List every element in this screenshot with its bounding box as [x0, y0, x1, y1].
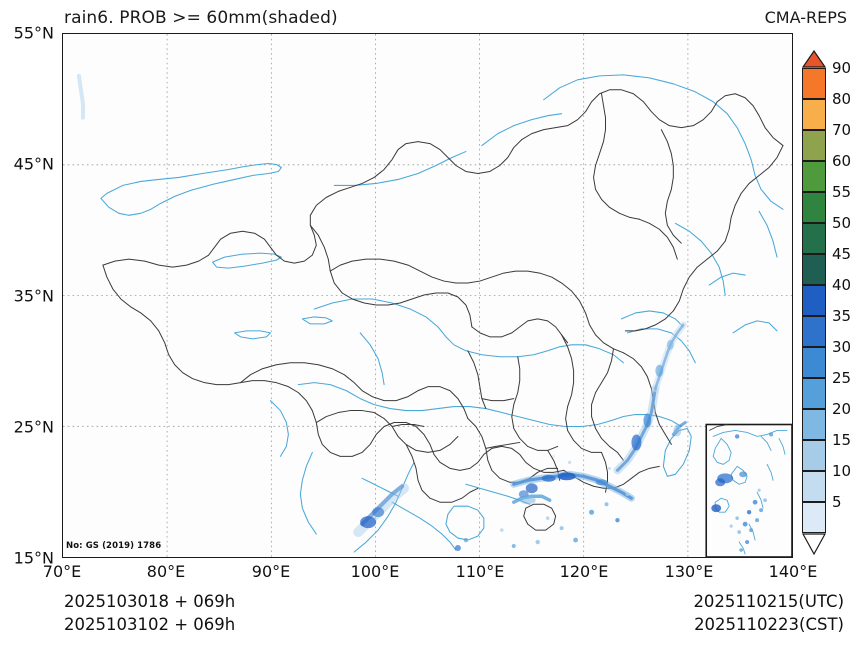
colorbar-label-45: 45 [832, 245, 852, 263]
colorbar-label-50: 50 [832, 214, 852, 232]
colorbar[interactable]: 90 80 70 60 55 50 45 40 35 30 25 20 15 1… [802, 50, 851, 555]
gridlines [63, 34, 792, 557]
colorbar-label-20: 20 [832, 400, 852, 418]
footer-init-time-cst: 2025103102 + 069h [64, 615, 236, 634]
x-tick-label-2: 90°E [251, 562, 291, 581]
x-tick-label-3: 100°E [350, 562, 400, 581]
y-tick-label-3: 25°N [13, 417, 54, 437]
colorbar-band-30 [802, 347, 826, 378]
rivers-layer [100, 74, 784, 553]
y-tick-label-1: 45°N [13, 154, 54, 174]
colorbar-band-5 [802, 502, 826, 533]
colorbar-band-10 [802, 471, 826, 502]
colorbar-label-80: 80 [832, 90, 852, 108]
colorbar-band-20 [802, 409, 826, 440]
colorbar-band-60 [802, 161, 826, 192]
colorbar-under-arrow [802, 533, 826, 555]
page-title: rain6. PROB >= 60mm(shaded) [64, 8, 338, 28]
colorbar-band-80 [802, 99, 826, 130]
map-attribution: No: GS (2019) 1786 [66, 541, 162, 551]
colorbar-band-55 [802, 192, 826, 223]
probability-shading [76, 73, 687, 552]
footer-init-time-utc: 2025103018 + 069h [64, 592, 236, 611]
administrative-borders [102, 89, 784, 531]
y-tick-label-4: 15°N [13, 548, 54, 568]
colorbar-label-90: 90 [832, 59, 852, 77]
colorbar-label-25: 25 [832, 369, 852, 387]
x-tick-label-7: 140°E [768, 562, 818, 581]
colorbar-label-55: 55 [832, 183, 852, 201]
colorbar-over-arrow [802, 50, 826, 68]
colorbar-label-60: 60 [832, 152, 852, 170]
colorbar-label-5: 5 [832, 493, 842, 511]
y-tick-label-0: 55°N [13, 23, 54, 43]
colorbar-label-10: 10 [832, 462, 852, 480]
footer-valid-time-utc: 2025110215(UTC) [693, 592, 844, 611]
y-tick-label-2: 35°N [13, 286, 54, 306]
colorbar-band-35 [802, 316, 826, 347]
colorbar-label-40: 40 [832, 276, 852, 294]
china-map [63, 34, 792, 557]
colorbar-band-90 [802, 68, 826, 99]
south-china-sea-inset [705, 423, 792, 557]
colorbar-label-35: 35 [832, 307, 852, 325]
colorbar-label-70: 70 [832, 121, 852, 139]
x-tick-label-6: 130°E [664, 562, 714, 581]
map-plot-area[interactable] [62, 33, 793, 558]
x-tick-label-0: 70°E [42, 562, 82, 581]
colorbar-label-30: 30 [832, 338, 852, 356]
colorbar-band-40 [802, 285, 826, 316]
model-label: CMA-REPS [764, 8, 847, 27]
colorbar-band-45 [802, 254, 826, 285]
colorbar-band-50 [802, 223, 826, 254]
colorbar-band-25 [802, 378, 826, 409]
colorbar-band-15 [802, 440, 826, 471]
colorbar-label-15: 15 [832, 431, 852, 449]
colorbar-band-70 [802, 130, 826, 161]
inset-shading [711, 432, 774, 552]
x-tick-label-1: 80°E [146, 562, 186, 581]
x-tick-label-5: 120°E [559, 562, 609, 581]
x-tick-label-4: 110°E [455, 562, 505, 581]
footer-valid-time-cst: 2025110223(CST) [694, 615, 844, 634]
